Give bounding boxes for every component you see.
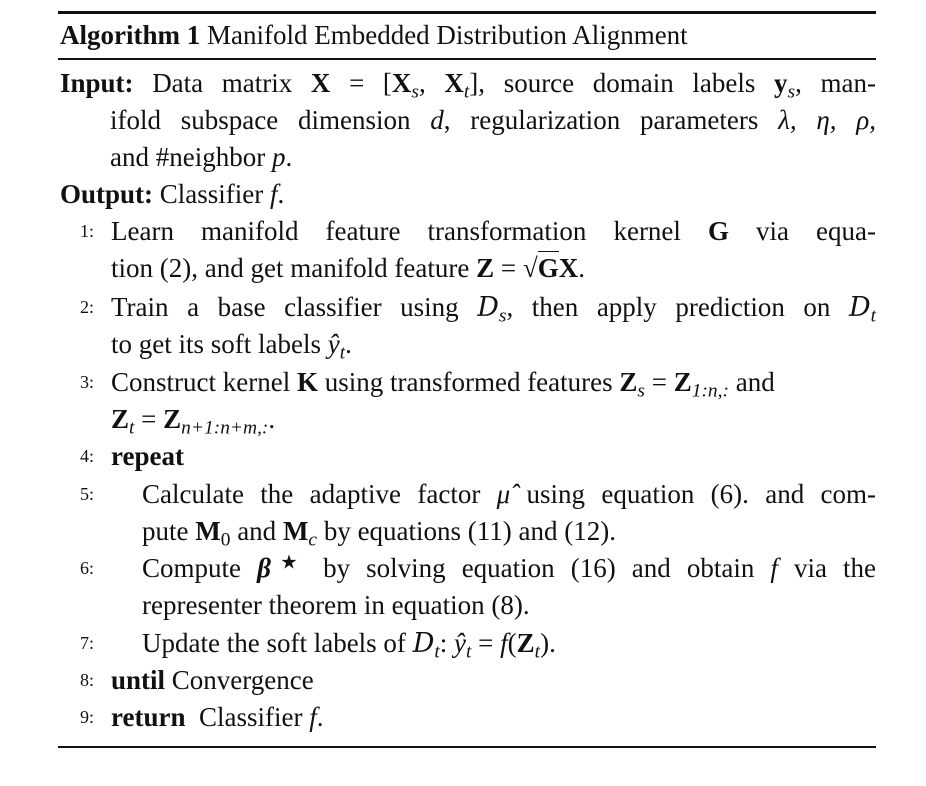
- step-number: 6:: [80, 558, 95, 578]
- math-symbol: p: [271, 142, 286, 172]
- math-symbol: y: [774, 68, 788, 98]
- math-symbol: ]: [469, 68, 479, 98]
- input-line-2: ifold subspace dimension d, regularizati…: [60, 102, 876, 139]
- algorithm-title: Manifold Embedded Distribution Alignment: [206, 20, 688, 50]
- math-symbol: X: [310, 68, 331, 98]
- bottom-rule: [58, 746, 876, 748]
- step-text: representer theorem in equation (8).: [142, 590, 530, 620]
- step-number: 5:: [80, 484, 95, 504]
- step-text: Update the soft labels of Dt: ŷt = f(Zt)…: [142, 628, 556, 663]
- output-line: Output: Classifier f.: [60, 179, 285, 209]
- step-number: 3:: [80, 372, 95, 392]
- step-text: to get its soft labels ŷt.: [111, 329, 352, 364]
- step-text: Construct kernel K using transformed fea…: [111, 367, 775, 402]
- output-keyword: Output:: [60, 179, 154, 209]
- math-symbol: X: [444, 68, 464, 98]
- step-text: return Classifier f.: [111, 702, 324, 732]
- until-keyword: until: [111, 665, 166, 695]
- output-text: Classifier: [159, 179, 264, 209]
- step-number: 4:: [80, 446, 95, 466]
- step-text: Zt = Zn+1:n+m,:.: [111, 404, 276, 439]
- input-text: , source domain labels: [478, 68, 756, 98]
- input-keyword: Input:: [60, 68, 134, 98]
- algorithm-caption: Algorithm 1 Manifold Embedded Distributi…: [60, 18, 688, 52]
- math-subscript: s: [411, 81, 419, 103]
- step-text: Compute β★ by solving equation (16) and …: [142, 552, 877, 583]
- algorithm-label: Algorithm 1: [60, 20, 201, 50]
- repeat-keyword: repeat: [111, 441, 184, 471]
- math-symbol: d: [430, 105, 444, 135]
- math-symbol: ,: [419, 68, 445, 98]
- math-symbol: λ, η, ρ,: [778, 105, 876, 135]
- math-subscript: s: [787, 81, 796, 103]
- step-text: Learn manifold feature transformation ke…: [111, 216, 877, 246]
- input-block: Input: Data matrix X = [Xs, Xt], source …: [60, 65, 876, 176]
- math-symbol: f: [270, 179, 278, 209]
- math-subscript: t: [463, 81, 470, 103]
- top-rule: [58, 11, 876, 14]
- sqrt-symbol: √G: [522, 251, 559, 283]
- return-keyword: return: [111, 702, 186, 732]
- input-text: , regularization parameters: [443, 105, 759, 135]
- step-text: Train a base classifier using Ds, then a…: [111, 292, 877, 327]
- math-symbol: X: [391, 68, 412, 98]
- step-number: 7:: [80, 633, 95, 653]
- input-line-3: and #neighbor p.: [110, 142, 293, 172]
- input-text: , man-: [795, 68, 876, 98]
- step-text: until Convergence: [111, 665, 314, 695]
- step-number: 9:: [80, 707, 95, 727]
- input-text: and #neighbor: [110, 142, 266, 172]
- step-number: 1:: [80, 221, 95, 241]
- step-number: 2:: [80, 297, 95, 317]
- step-text: tion (2), and get manifold feature Z = √…: [111, 250, 585, 287]
- math-symbol: = [: [330, 68, 392, 98]
- step-text: pute M0 and Mc by equations (11) and (12…: [142, 516, 616, 551]
- step-number: 8:: [80, 670, 95, 690]
- caption-rule: [58, 58, 876, 60]
- input-line-1: Input: Data matrix X = [Xs, Xt], source …: [60, 65, 876, 102]
- input-text: ifold subspace dimension: [110, 105, 411, 135]
- step-text: Calculate the adaptive factor μ̂ using e…: [142, 479, 876, 509]
- input-text: Data matrix: [152, 68, 293, 98]
